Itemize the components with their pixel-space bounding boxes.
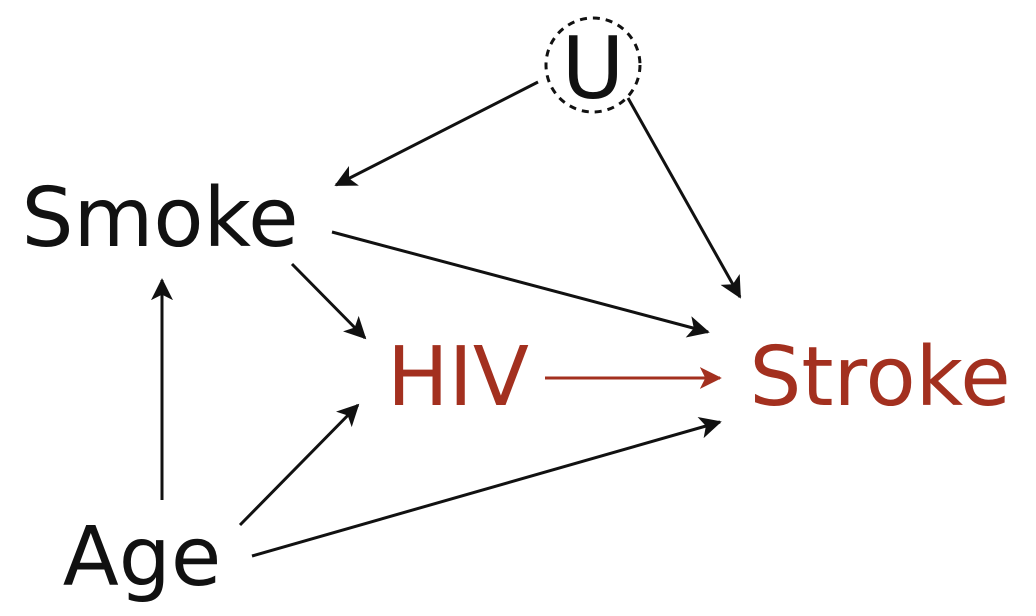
edge-age-to-stroke [251,416,722,558]
edge-u-to-stroke [626,97,742,299]
node-age: Age [63,510,222,605]
edge-smoke-to-hiv [290,262,367,340]
edge-u-to-smoke [334,80,539,187]
node-u: U [562,19,625,119]
node-group: U Smoke HIV Stroke Age [21,19,1010,605]
edge-age-to-hiv [238,403,360,527]
node-stroke: Stroke [749,330,1010,425]
node-hiv: HIV [387,330,529,425]
node-smoke: Smoke [21,171,298,266]
edge-smoke-to-stroke [331,230,710,338]
edge-group [151,80,742,558]
latent-node-circle [544,16,642,114]
